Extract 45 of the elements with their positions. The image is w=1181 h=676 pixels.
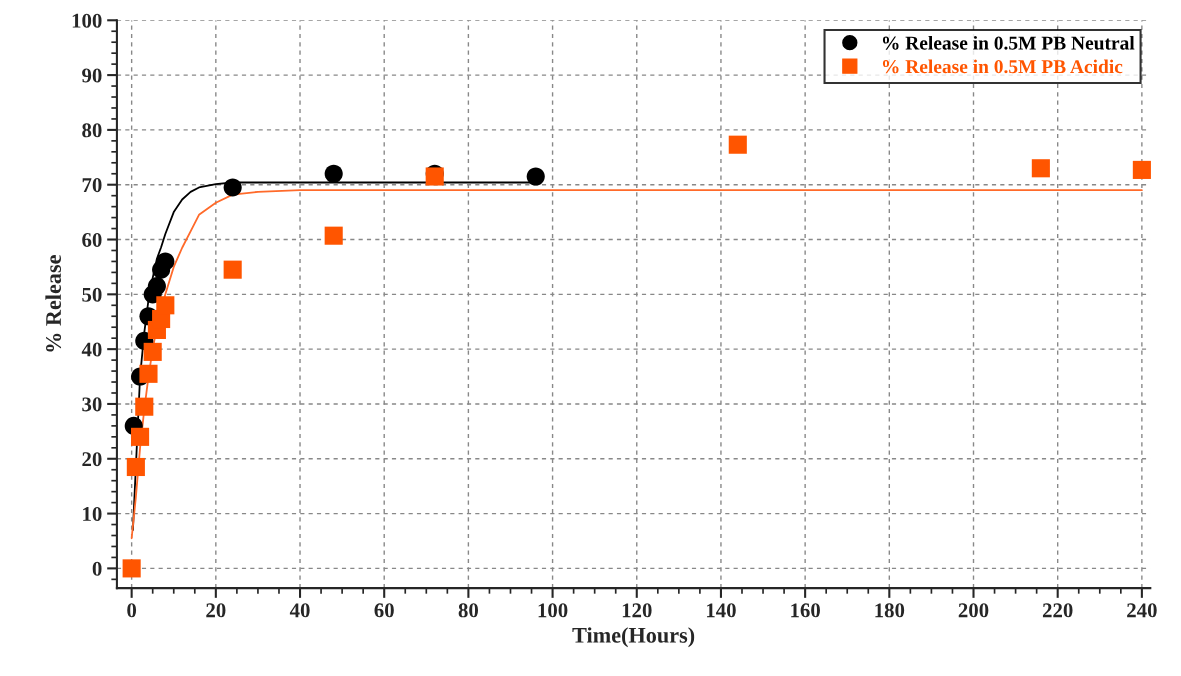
y-tick-label: 90 (82, 68, 102, 83)
point (526, 167, 545, 186)
x-tick-label: 40 (289, 603, 310, 618)
y-tick-label: 20 (82, 452, 102, 467)
point (135, 397, 154, 416)
x-tick-label: 0 (127, 603, 137, 618)
y-tick-label: 40 (81, 342, 102, 357)
x-tick-label: 200 (958, 603, 989, 618)
x-tick-label: 100 (538, 603, 568, 618)
y-tick-label: 70 (82, 178, 102, 193)
point (122, 559, 141, 578)
point (223, 178, 242, 197)
x-tick-label: 20 (206, 603, 226, 618)
x-tick-label: 240 (1127, 603, 1157, 618)
legend-label: % Release in 0.5M PB Acidic (882, 59, 1123, 74)
y-tick-label: 50 (82, 287, 102, 302)
point (147, 277, 166, 296)
point (324, 164, 343, 183)
point (131, 427, 150, 446)
point (728, 135, 747, 154)
y-tick-label: 10 (83, 506, 102, 522)
y-tick-label: 0 (92, 561, 102, 576)
point (143, 342, 162, 361)
point (156, 252, 175, 271)
x-tick-label: 160 (791, 603, 820, 618)
x-tick-label: 180 (875, 603, 905, 618)
y-axis-title: % Release (45, 255, 62, 352)
legend-label: % Release in 0.5M PB Neutral (882, 35, 1135, 50)
x-tick-label: 220 (1042, 603, 1073, 618)
x-tick-label: 80 (458, 603, 479, 618)
y-tick-label: 100 (72, 13, 102, 28)
point (1031, 159, 1050, 178)
x-tick-label: 60 (374, 603, 394, 618)
y-tick-label: 80 (82, 123, 102, 138)
point (1132, 160, 1151, 179)
point (324, 226, 343, 245)
point (223, 260, 242, 279)
y-tick-label: 60 (82, 232, 102, 247)
x-axis-title: Time(Hours) (572, 627, 695, 648)
x-tick-label: 120 (622, 603, 652, 618)
point (126, 457, 145, 477)
point (156, 296, 175, 315)
x-tick-label: 140 (706, 603, 736, 618)
point (139, 364, 158, 383)
y-tick-label: 30 (82, 397, 102, 412)
